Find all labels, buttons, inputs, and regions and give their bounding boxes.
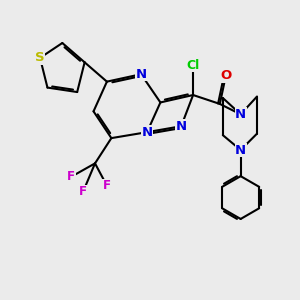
Text: S: S [35, 51, 45, 64]
Text: N: N [235, 108, 246, 121]
Text: F: F [67, 170, 75, 183]
Text: N: N [142, 126, 153, 139]
Text: N: N [136, 68, 147, 81]
Text: Cl: Cl [187, 59, 200, 72]
Text: F: F [103, 179, 111, 192]
Text: F: F [79, 185, 87, 198]
Text: N: N [176, 120, 187, 133]
Text: O: O [220, 69, 231, 82]
Text: N: N [235, 143, 246, 157]
